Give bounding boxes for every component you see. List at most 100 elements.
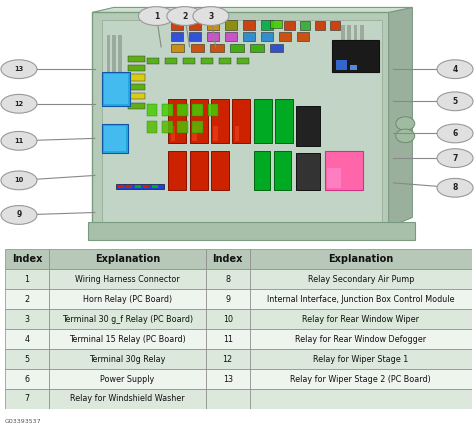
Bar <box>279 32 291 41</box>
Bar <box>49 249 206 269</box>
Bar <box>171 126 175 141</box>
Bar <box>296 153 320 190</box>
Bar <box>254 99 272 143</box>
Bar <box>235 126 239 141</box>
Bar <box>297 32 309 41</box>
Bar <box>5 389 49 409</box>
Bar <box>5 329 49 349</box>
Bar <box>118 185 124 188</box>
Bar <box>49 369 206 389</box>
Bar <box>104 126 126 151</box>
Text: Relay for Wiper Stage 1: Relay for Wiper Stage 1 <box>313 354 409 363</box>
Text: 10: 10 <box>14 177 24 183</box>
Text: Internal Interface, Junction Box Control Module: Internal Interface, Junction Box Control… <box>267 295 455 304</box>
Bar <box>126 185 132 188</box>
Bar <box>274 151 291 190</box>
Bar <box>5 349 49 369</box>
Text: 7: 7 <box>452 154 458 163</box>
Bar <box>102 20 382 222</box>
Bar <box>250 269 472 289</box>
Bar <box>250 369 472 389</box>
Bar <box>336 60 347 70</box>
Bar <box>250 309 472 329</box>
Bar <box>49 289 206 309</box>
Circle shape <box>1 60 37 78</box>
Text: 8: 8 <box>225 275 230 284</box>
Bar <box>183 58 195 64</box>
Text: 13: 13 <box>223 374 233 383</box>
Text: 7: 7 <box>24 394 29 403</box>
Circle shape <box>138 7 174 26</box>
Bar <box>341 25 345 62</box>
Text: Explanation: Explanation <box>95 254 160 264</box>
Text: 4: 4 <box>25 334 29 344</box>
Bar <box>207 20 219 30</box>
Bar <box>191 44 204 52</box>
Bar <box>250 389 472 409</box>
Text: 6: 6 <box>452 129 458 138</box>
Bar <box>177 121 188 133</box>
Bar <box>225 32 237 41</box>
Text: 9: 9 <box>16 210 22 219</box>
Text: 5: 5 <box>24 354 29 363</box>
Bar <box>201 58 213 64</box>
Bar <box>250 44 264 52</box>
Bar <box>168 151 186 190</box>
Text: 9: 9 <box>225 295 230 304</box>
Bar <box>206 249 250 269</box>
Text: 3: 3 <box>25 314 29 324</box>
Bar <box>135 185 141 188</box>
Bar <box>211 151 229 190</box>
Bar <box>360 25 364 62</box>
Bar <box>347 25 351 62</box>
Bar <box>49 269 206 289</box>
Bar <box>49 309 206 329</box>
Bar <box>284 21 295 30</box>
Bar <box>207 32 219 41</box>
Bar <box>162 104 173 116</box>
Bar <box>190 151 208 190</box>
Bar <box>237 58 249 64</box>
Bar <box>210 44 224 52</box>
Text: Power Supply: Power Supply <box>100 374 155 383</box>
Bar <box>261 32 273 41</box>
Bar <box>128 103 145 109</box>
Bar <box>118 35 122 79</box>
Circle shape <box>1 206 37 225</box>
Bar <box>116 184 164 189</box>
Bar <box>177 104 188 116</box>
Bar <box>102 124 128 153</box>
Text: Relay for Rear Window Defogger: Relay for Rear Window Defogger <box>295 334 426 344</box>
Bar <box>270 44 283 52</box>
Bar <box>232 99 250 143</box>
Bar <box>243 20 255 30</box>
Text: 2: 2 <box>182 12 188 20</box>
Bar <box>128 84 145 90</box>
Polygon shape <box>88 222 415 240</box>
Bar <box>107 35 110 79</box>
Polygon shape <box>389 7 412 227</box>
Text: Explanation: Explanation <box>328 254 393 264</box>
Polygon shape <box>92 7 412 12</box>
Text: 6: 6 <box>25 374 29 383</box>
Bar <box>250 289 472 309</box>
Bar <box>213 126 218 141</box>
Bar <box>147 104 157 116</box>
Bar <box>152 185 158 188</box>
Text: 4: 4 <box>452 65 458 74</box>
Bar <box>5 369 49 389</box>
Text: 11: 11 <box>223 334 233 344</box>
Circle shape <box>1 171 37 190</box>
Text: Wiring Harness Connector: Wiring Harness Connector <box>75 275 180 284</box>
Text: 10: 10 <box>223 314 233 324</box>
Bar <box>49 329 206 349</box>
Text: 12: 12 <box>14 101 24 107</box>
Bar <box>171 32 183 41</box>
Bar <box>296 106 320 146</box>
Bar <box>5 249 49 269</box>
Bar <box>171 44 184 52</box>
Bar <box>206 389 250 409</box>
Bar <box>250 329 472 349</box>
Circle shape <box>1 95 37 113</box>
Text: 3: 3 <box>208 12 214 20</box>
